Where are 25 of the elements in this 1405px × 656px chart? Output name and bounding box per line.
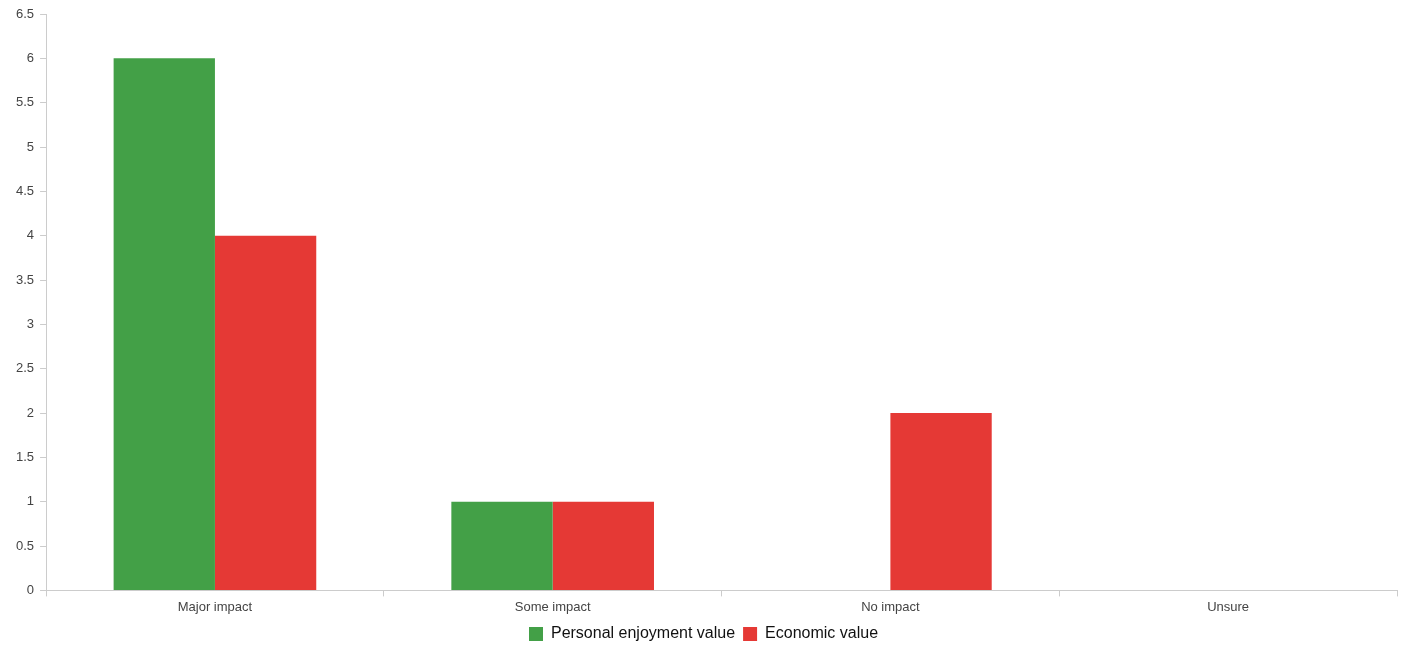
y-tick-label: 2.5 [15, 360, 35, 376]
y-tick-label: 4.5 [15, 182, 35, 198]
bar [113, 58, 215, 590]
y-tick-label: 5.5 [15, 94, 35, 110]
bar [451, 501, 553, 590]
bar [890, 413, 992, 590]
legend-label: Personal enjoyment value [550, 624, 736, 642]
y-tick-label: 0.5 [15, 537, 35, 553]
y-tick-label: 6 [26, 49, 35, 65]
y-tick-label: 3.5 [15, 271, 35, 287]
x-tick-label: Some impact [514, 598, 591, 614]
y-tick-label: 5 [26, 138, 35, 154]
y-tick-label: 1 [26, 493, 35, 509]
bar [552, 501, 654, 590]
y-tick-label: 6.5 [15, 5, 35, 21]
x-tick-label: No impact [861, 598, 921, 614]
x-tick-label: Major impact [177, 598, 253, 614]
y-tick-label: 1.5 [15, 448, 35, 464]
y-tick-label: 2 [26, 404, 35, 420]
legend-label: Economic value [765, 624, 879, 642]
bar [214, 235, 317, 590]
y-tick-label: 0 [26, 581, 35, 597]
x-tick-label: Unsure [1207, 598, 1250, 614]
y-tick-label: 4 [26, 227, 35, 243]
y-tick-label: 3 [26, 315, 35, 331]
